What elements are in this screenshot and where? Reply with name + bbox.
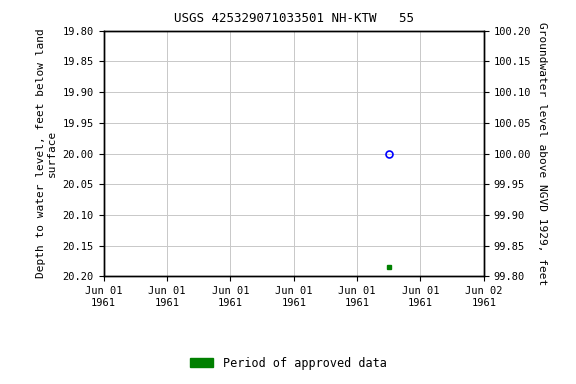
Title: USGS 425329071033501 NH-KTW   55: USGS 425329071033501 NH-KTW 55	[174, 12, 414, 25]
Y-axis label: Depth to water level, feet below land
surface: Depth to water level, feet below land su…	[36, 29, 57, 278]
Y-axis label: Groundwater level above NGVD 1929, feet: Groundwater level above NGVD 1929, feet	[537, 22, 547, 285]
Legend: Period of approved data: Period of approved data	[185, 352, 391, 374]
